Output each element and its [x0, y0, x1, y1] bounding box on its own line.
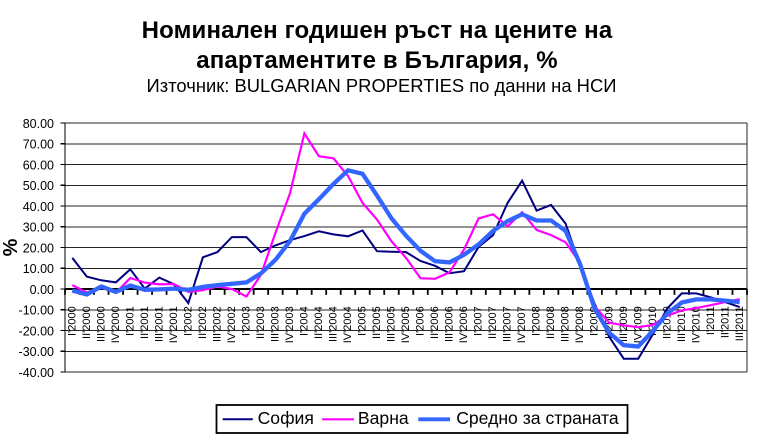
svg-text:-30.00: -30.00 [19, 345, 54, 359]
svg-text:I'2004: I'2004 [299, 306, 311, 336]
svg-text:I'2002: I'2002 [182, 306, 194, 336]
svg-text:I'2006: I'2006 [415, 306, 427, 336]
svg-text:I'2007: I'2007 [473, 306, 485, 336]
svg-text:IV'2006: IV'2006 [458, 306, 470, 343]
svg-text:IV'2007: IV'2007 [516, 306, 528, 343]
svg-text:III'2004: III'2004 [328, 306, 340, 342]
svg-text:II'2007: II'2007 [487, 306, 499, 339]
svg-text:-20.00: -20.00 [19, 324, 54, 338]
svg-text:0.00: 0.00 [30, 283, 54, 297]
svg-text:II'2002: II'2002 [197, 306, 209, 339]
svg-text:III'2001: III'2001 [153, 306, 165, 342]
svg-text:III'2000: III'2000 [95, 306, 107, 342]
svg-text:IV'2010: IV'2010 [690, 306, 702, 343]
svg-text:София: София [258, 408, 314, 428]
svg-text:IV'2008: IV'2008 [574, 306, 586, 343]
svg-text:20.00: 20.00 [23, 241, 54, 255]
svg-text:III'2008: III'2008 [560, 306, 572, 342]
svg-text:III'2002: III'2002 [211, 306, 223, 342]
svg-text:60.00: 60.00 [23, 158, 54, 172]
svg-text:IV'2000: IV'2000 [110, 306, 122, 343]
svg-text:II'2008: II'2008 [545, 306, 557, 339]
svg-text:IV'2001: IV'2001 [168, 306, 180, 343]
svg-text:I'2000: I'2000 [66, 306, 78, 336]
svg-text:%: % [0, 238, 22, 256]
svg-text:III'2006: III'2006 [444, 306, 456, 342]
svg-text:IV'2005: IV'2005 [400, 306, 412, 343]
svg-text:I'2001: I'2001 [124, 306, 136, 336]
svg-text:IV'2003: IV'2003 [284, 306, 296, 343]
svg-text:IV'2009: IV'2009 [632, 306, 644, 343]
svg-text:I'2005: I'2005 [357, 306, 369, 336]
svg-text:II'2011: II'2011 [719, 306, 731, 338]
svg-text:40.00: 40.00 [23, 200, 54, 214]
svg-text:IV'2004: IV'2004 [342, 306, 354, 343]
svg-text:IV'2002: IV'2002 [226, 306, 238, 343]
svg-text:10.00: 10.00 [23, 262, 54, 276]
svg-text:II'2004: II'2004 [313, 306, 325, 339]
svg-text:III'2003: III'2003 [270, 306, 282, 342]
svg-text:II'2000: II'2000 [81, 306, 93, 339]
svg-text:Варна: Варна [358, 408, 409, 428]
svg-text:-10.00: -10.00 [19, 304, 54, 318]
svg-text:-40.00: -40.00 [19, 366, 54, 380]
svg-text:II'2003: II'2003 [255, 306, 267, 339]
svg-text:II'2005: II'2005 [371, 306, 383, 339]
svg-text:I'2003: I'2003 [240, 306, 252, 336]
svg-text:80.00: 80.00 [23, 117, 54, 131]
svg-text:I'2008: I'2008 [531, 306, 543, 336]
svg-text:30.00: 30.00 [23, 221, 54, 235]
svg-text:III'2005: III'2005 [386, 306, 398, 342]
svg-text:III'2010: III'2010 [676, 306, 688, 342]
svg-text:II'2001: II'2001 [139, 306, 151, 339]
svg-text:III'2009: III'2009 [618, 306, 630, 342]
svg-text:III'2011: III'2011 [734, 306, 746, 341]
svg-text:Средно за страната: Средно за страната [456, 408, 619, 428]
svg-text:50.00: 50.00 [23, 179, 54, 193]
svg-text:II'2006: II'2006 [429, 306, 441, 339]
svg-text:I'2011: I'2011 [705, 306, 717, 335]
svg-text:70.00: 70.00 [23, 138, 54, 152]
svg-text:III'2007: III'2007 [502, 306, 514, 342]
